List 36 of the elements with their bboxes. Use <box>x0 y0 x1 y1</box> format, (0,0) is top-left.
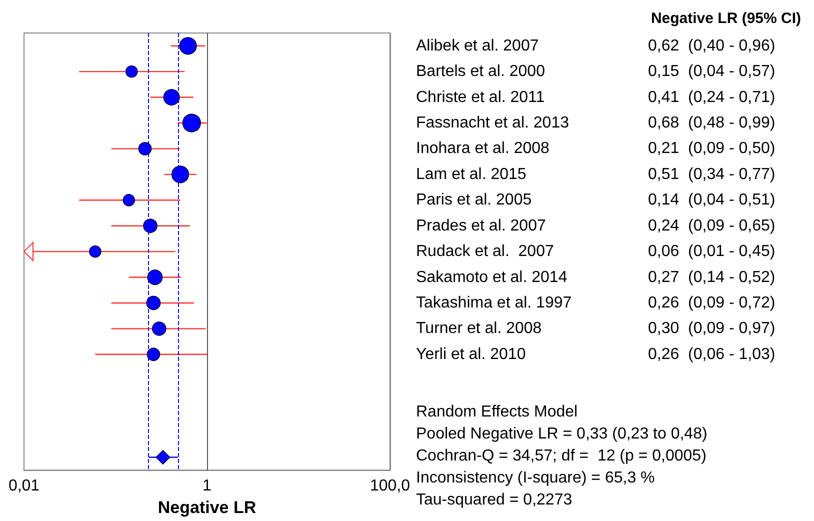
text: Negative LR (95% CI) <box>650 10 802 27</box>
y-tick-label: Rudack et al. 2007 <box>416 243 554 260</box>
data-label: 0,21 (0,09 - 0,50) <box>648 140 776 158</box>
x-axis-title: Negative LR <box>158 498 256 517</box>
y-tick-label: Lam et al. 2015 <box>416 166 526 183</box>
text: Random Effects Model <box>416 404 578 420</box>
y-tick-label: Takashima et al. 1997 <box>416 294 572 312</box>
y-tick-label: Christe et al. 2011 <box>416 88 545 106</box>
y-tick-label: Paris et al. 2005 <box>416 192 532 209</box>
data-label: 0,14 (0,04 - 0,51) <box>648 192 776 209</box>
data-label: 0,26 (0,09 - 0,72) <box>648 294 776 312</box>
text: Inconsistency (I-square) = 65,3 % <box>416 470 655 486</box>
x-tick-label: 1 <box>202 478 212 495</box>
text: Tau-squared = 0,2273 <box>416 492 572 508</box>
y-tick-label: Alibek et al. 2007 <box>416 37 539 54</box>
y-tick-label: Turner et al. 2008 <box>416 320 542 338</box>
data-label: 0,68 (0,48 - 0,99) <box>648 114 776 132</box>
y-tick-label: Inohara et al. 2008 <box>416 140 550 158</box>
data-label: 0,24 (0,09 - 0,65) <box>648 217 776 234</box>
data-label: 0,62 (0,40 - 0,96) <box>648 37 776 54</box>
x-tick-label: 0,01 <box>8 478 40 495</box>
x-tick-label: 100,0 <box>370 478 410 495</box>
y-tick-label: Yerli et al. 2010 <box>416 346 526 363</box>
data-label: 0,06 (0,01 - 0,45) <box>648 243 776 260</box>
data-label: 0,51 (0,34 - 0,77) <box>648 166 776 183</box>
y-tick-label: Prades et al. 2007 <box>416 217 546 234</box>
data-label: 0,26 (0,06 - 1,03) <box>648 346 776 363</box>
data-label: 0,27 (0,14 - 0,52) <box>648 268 776 286</box>
y-tick-label: Bartels et al. 2000 <box>416 63 546 80</box>
data-label: 0,41 (0,24 - 0,71) <box>648 88 776 106</box>
data-label: 0,15 (0,04 - 0,57) <box>648 63 776 80</box>
data-label: 0,30 (0,09 - 0,97) <box>648 320 776 338</box>
y-tick-label: Sakamoto et al. 2014 <box>416 268 568 286</box>
text: Pooled Negative LR = 0,33 (0,23 to 0,48) <box>416 426 708 442</box>
text: Cochran-Q = 34,57; df = 12 (p = 0,0005) <box>416 448 706 464</box>
y-tick-label: Fassnacht et al. 2013 <box>416 114 570 132</box>
